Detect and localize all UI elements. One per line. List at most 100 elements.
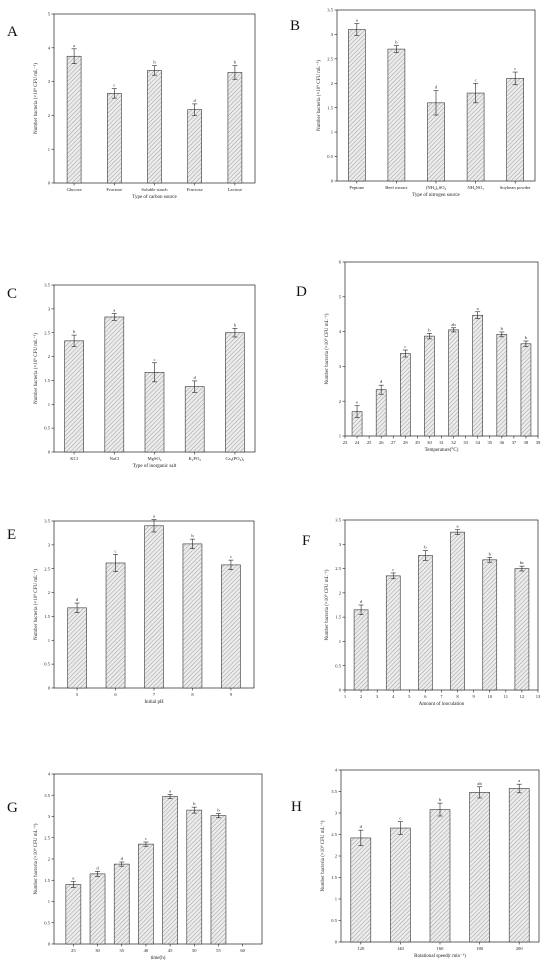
panel-f: 0 0.5 1 1.5 2 2.5 3 3.5 Number bacteria (×10⁹ CF… (302, 518, 541, 707)
x-tick-label: 32 (451, 440, 456, 445)
y-tick-label: 1.5 (44, 878, 50, 883)
significance-letter: d (194, 375, 197, 380)
bar (496, 334, 508, 437)
bar (450, 531, 465, 691)
y-tick-label: 3.5 (331, 789, 337, 794)
significance-letter: b (193, 801, 196, 806)
x-tick-label: 28 (403, 440, 408, 445)
x-tick-label: 45 (168, 948, 173, 953)
significance-letter: c (404, 344, 406, 349)
significance-letter: a (169, 788, 171, 793)
x-tick-label: 39 (536, 440, 541, 445)
x-tick-label: MgSO₄ (148, 456, 162, 461)
y-tick-label: 2.5 (44, 330, 50, 335)
x-axis-label: time(h) (151, 956, 166, 961)
bar (107, 93, 122, 184)
y-tick-label: 1 (339, 434, 342, 439)
significance-letter: b (234, 322, 237, 327)
y-tick-label: 1.5 (327, 105, 333, 110)
bar (64, 340, 84, 453)
significance-letter: b (395, 40, 398, 45)
significance-letter: b (73, 329, 76, 334)
significance-letter: d (360, 824, 363, 829)
y-axis-label: Number bacteria (×10⁹ CFU mL⁻¹) (316, 60, 322, 131)
bar (138, 843, 154, 945)
y-tick-label: 0 (48, 450, 51, 455)
y-tick-label: 1 (331, 130, 334, 135)
x-tick-label: 4 (392, 694, 395, 699)
x-tick-label: 12 (520, 694, 525, 699)
bar (506, 78, 525, 182)
bar (482, 559, 498, 691)
panel-g: 0 0.5 1 1.5 2 2.5 3 3.5 4 Number bacteria (×10⁹ C… (7, 772, 263, 961)
significance-letter: a (356, 18, 358, 23)
bar (347, 29, 366, 182)
y-axis-label: Number bacteria (×10⁹ CFU mL⁻¹) (33, 63, 39, 134)
y-tick-label: 0 (331, 179, 334, 184)
plot-frame (53, 773, 263, 945)
y-tick-label: 2 (339, 590, 342, 595)
x-tick-label: Peptone (349, 185, 364, 190)
bar (113, 863, 130, 945)
significance-letter: c (392, 567, 394, 572)
x-tick-label: 35 (487, 440, 492, 445)
significance-letter: a (113, 308, 115, 313)
bar (350, 837, 372, 943)
x-tick-label: 30 (427, 440, 432, 445)
x-tick-label: 180 (476, 946, 484, 951)
y-tick-label: 3 (339, 542, 342, 547)
x-tick-label: Glucose (67, 187, 82, 192)
y-tick-label: 3 (48, 814, 51, 819)
x-tick-label: 34 (475, 440, 480, 445)
significance-letter: b (153, 60, 156, 65)
y-tick-label: 3.5 (44, 283, 50, 288)
bar (429, 809, 451, 943)
y-tick-label: 4 (48, 772, 51, 777)
y-tick-label: 3.5 (327, 8, 333, 13)
y-tick-label: 2 (339, 399, 342, 404)
x-tick-label: 30 (95, 948, 100, 953)
x-tick-label: 140 (397, 946, 405, 951)
y-tick-label: 4 (339, 329, 342, 334)
x-tick-label: 36 (500, 440, 505, 445)
y-tick-label: 2 (48, 113, 51, 118)
significance-letter: a (73, 43, 75, 48)
y-tick-label: 1 (339, 639, 342, 644)
panel-a: 0 1 2 3 4 5 Number bacteria (×10⁹ CFU mL⁻¹) Glu… (7, 12, 256, 200)
significance-letter: c (153, 357, 155, 362)
y-axis-label: Number bacteria (×10⁹ CFU mL⁻¹) (324, 569, 330, 640)
significance-letter: a (518, 778, 520, 783)
x-tick-label: NaCl (109, 456, 119, 461)
x-tick-label: 6 (114, 692, 117, 697)
significance-letter: d (435, 85, 438, 90)
bar (514, 568, 530, 691)
bar (210, 815, 227, 945)
y-tick-label: 2 (335, 854, 338, 859)
bar (375, 389, 387, 437)
significance-letter: c (399, 816, 401, 821)
bar (418, 555, 433, 691)
y-tick-label: 5 (48, 12, 51, 17)
bar (186, 809, 203, 945)
y-tick-label: 2.5 (327, 56, 333, 61)
y-tick-label: 2 (48, 354, 51, 359)
significance-letter: c (514, 66, 516, 71)
bar (187, 109, 202, 184)
significance-letter: d (380, 379, 383, 384)
panel-label: C (7, 286, 17, 302)
bar (448, 329, 459, 437)
x-axis-label: Temperature(°C) (425, 448, 459, 453)
significance-letter: c (475, 77, 477, 82)
significance-letter: b (234, 60, 237, 65)
x-tick-label: Beef extract (385, 185, 408, 190)
bar (89, 873, 106, 945)
x-tick-label: 27 (391, 440, 396, 445)
y-tick-label: 0 (48, 686, 51, 691)
panel-label: G (7, 800, 18, 816)
y-tick-label: 2.5 (331, 832, 337, 837)
y-tick-label: 4 (48, 45, 51, 50)
bar (144, 525, 164, 689)
y-tick-label: 2 (331, 81, 334, 86)
x-tick-label: 35 (119, 948, 124, 953)
